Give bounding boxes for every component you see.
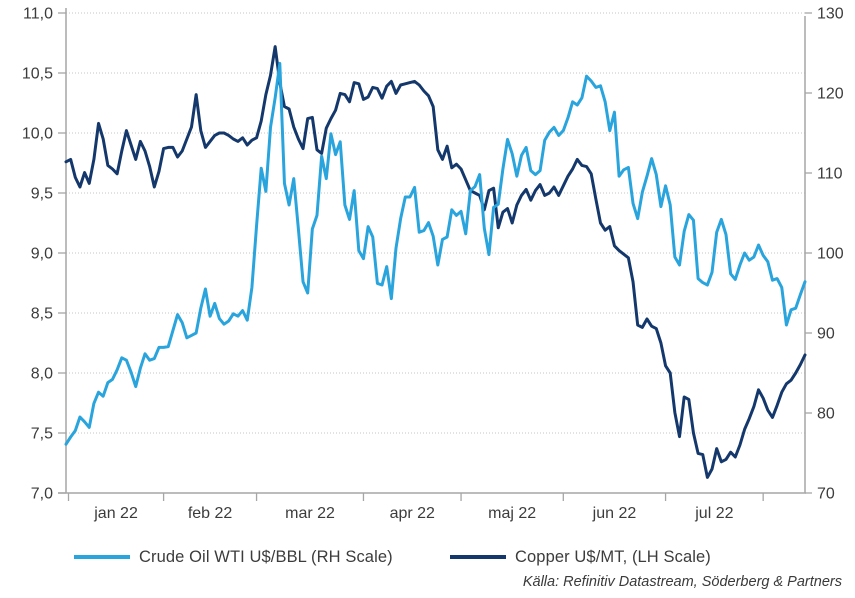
x-axis-month-label: apr 22	[390, 505, 435, 522]
left-axis-tick-label: 10,5	[22, 66, 53, 83]
copper-line-swatch-icon	[450, 554, 506, 560]
crude-oil-wti-line	[64, 61, 807, 446]
axes	[58, 8, 806, 494]
legend: Crude Oil WTI U$/BBL (RH Scale) Copper U…	[0, 546, 855, 570]
x-axis-month-label: feb 22	[188, 505, 233, 522]
right-axis-tick-label: 70	[817, 486, 835, 503]
copper-line	[64, 45, 807, 479]
source-attribution: Källa: Refinitiv Datastream, Söderberg &…	[522, 574, 842, 590]
left-axis-tick-label: 8,0	[31, 366, 53, 383]
right-axis-tick-label: 120	[817, 86, 844, 103]
legend-label-crude-oil: Crude Oil WTI U$/BBL (RH Scale)	[139, 547, 393, 566]
crude-oil-line-swatch-icon	[74, 554, 130, 560]
legend-label-copper: Copper U$/MT, (LH Scale)	[515, 547, 711, 566]
left-axis-tick-label: 9,5	[31, 186, 53, 203]
legend-item-copper: Copper U$/MT, (LH Scale)	[450, 546, 711, 568]
right-axis-tick-label: 110	[817, 166, 843, 183]
x-axis-month-label: jan 22	[93, 505, 138, 522]
right-axis-tick-label: 100	[817, 246, 844, 263]
x-axis-month-label: maj 22	[488, 505, 536, 522]
right-axis-tick-label: 80	[817, 406, 835, 423]
left-axis-tick-label: 11,0	[23, 6, 53, 23]
legend-item-crude-oil: Crude Oil WTI U$/BBL (RH Scale)	[74, 546, 393, 568]
left-axis-tick-label: 7,5	[31, 426, 53, 443]
x-axis-ticks-and-labels: jan 22 feb 22 mar 22 apr 22 maj 22 jun 22 jul …	[67, 493, 764, 522]
right-axis-tick-label: 130	[817, 6, 844, 23]
right-axis-ticks-and-labels: 70 80 90 100 110 120 130	[805, 6, 844, 503]
x-axis-month-label: jul 22	[694, 505, 733, 522]
right-axis-tick-label: 90	[817, 326, 835, 343]
x-axis-month-label: mar 22	[285, 505, 335, 522]
left-axis-tick-label: 8,5	[31, 306, 53, 323]
x-axis-month-label: jun 22	[592, 505, 637, 522]
left-axis-tick-label: 9,0	[31, 246, 53, 263]
left-axis-tick-label: 10,0	[22, 126, 53, 143]
left-axis-ticks-and-labels: 7,0 7,5 8,0 8,5 9,0 9,5 10,0 10,5 11,0	[22, 6, 66, 503]
price-chart-canvas: 7,0 7,5 8,0 8,5 9,0 9,5 10,0 10,5 11,0 70 80 90 100 1…	[22, 6, 844, 523]
left-axis-tick-label: 7,0	[31, 486, 53, 503]
